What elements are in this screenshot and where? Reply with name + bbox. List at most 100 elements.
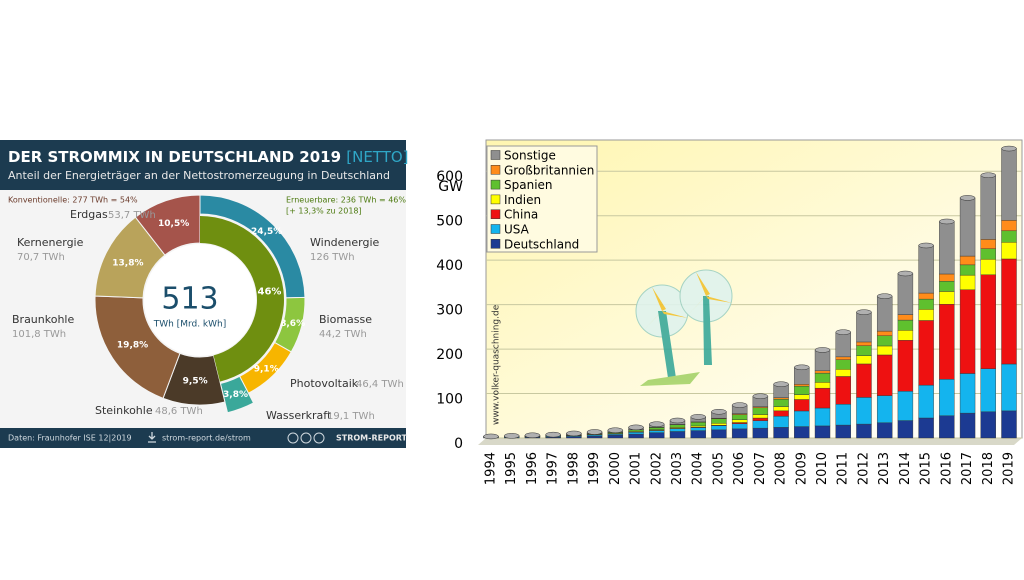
bar-segment — [919, 320, 934, 385]
x-tick-label: 1998 — [566, 452, 581, 485]
bar-segment — [877, 336, 892, 346]
legend-swatch — [491, 180, 500, 189]
bar-cap — [856, 310, 871, 315]
bar-segment — [919, 245, 934, 293]
x-tick-label: 2000 — [608, 452, 623, 485]
bar-segment — [711, 423, 726, 425]
bar-segment — [815, 382, 830, 388]
x-tick-label: 2018 — [981, 452, 996, 485]
x-tick-label: 2007 — [753, 452, 768, 485]
bar-segment — [919, 418, 934, 438]
x-tick-label: 1996 — [525, 452, 540, 485]
footer-url[interactable]: strom-report.de/strom — [162, 434, 251, 443]
bar-segment — [856, 397, 871, 424]
center-label: TWh [Mrd. kWh] — [153, 320, 227, 330]
bar-cap — [484, 434, 499, 439]
bar-segment — [877, 296, 892, 331]
bar-segment — [939, 221, 954, 274]
category-label: Erdgas — [70, 208, 108, 221]
bar-cap — [877, 294, 892, 299]
bar-segment — [753, 421, 768, 428]
legend-label: Deutschland — [504, 237, 579, 251]
x-tick-label: 2014 — [898, 452, 913, 485]
bar-segment — [691, 426, 706, 427]
category-label: Windenergie — [310, 236, 380, 249]
value-label: 13,8% — [112, 259, 143, 269]
bar-segment — [1002, 231, 1017, 242]
bar-cap — [649, 422, 664, 427]
bar-cap — [711, 409, 726, 414]
bar-segment — [815, 373, 830, 382]
bar-segment — [649, 427, 664, 429]
x-tick-label: 2011 — [836, 452, 851, 485]
bar-segment — [856, 312, 871, 342]
bar-segment — [877, 346, 892, 355]
bar-segment — [670, 425, 685, 428]
bar-segment — [960, 290, 975, 374]
title-tag: [NETTO] — [346, 148, 408, 166]
bar-segment — [898, 315, 913, 321]
bar-cap — [504, 433, 519, 438]
x-tick-label: 2017 — [960, 452, 975, 485]
bar-segment — [939, 281, 954, 291]
bar-segment — [898, 330, 913, 340]
bar-segment — [774, 407, 789, 411]
bar-segment — [960, 198, 975, 256]
pie-subtitle: Anteil der Energieträger an der Nettostr… — [8, 169, 390, 182]
x-tick-label: 2001 — [629, 452, 644, 485]
bar-segment — [960, 265, 975, 275]
bar-segment — [981, 239, 996, 248]
legend-label: USA — [504, 223, 530, 237]
bar-cap — [629, 425, 644, 430]
y-tick-label: 200 — [436, 347, 463, 363]
bar-cap — [753, 394, 768, 399]
value-label: 24,5% — [251, 227, 282, 237]
x-tick-label: 2012 — [856, 452, 871, 485]
bar-segment — [794, 427, 809, 438]
legend-label: China — [504, 208, 538, 222]
bar-segment — [732, 415, 747, 420]
bar-segment — [815, 350, 830, 371]
x-tick-label: 1997 — [546, 452, 561, 485]
bar-segment — [981, 249, 996, 259]
title-text: DER STROMMIX IN DEUTSCHLAND 2019 — [8, 148, 341, 166]
annotation: Erneuerbare: 236 TWh = 46% — [286, 196, 406, 205]
legend-label: Indien — [504, 193, 541, 207]
bar-segment — [981, 369, 996, 412]
bar-segment — [877, 355, 892, 396]
bar-segment — [587, 436, 602, 438]
bar-cap — [608, 428, 623, 433]
bar-segment — [919, 385, 934, 418]
bar-segment — [836, 360, 851, 370]
category-label: Photovoltaik — [290, 377, 359, 390]
bar-segment — [1002, 242, 1017, 259]
x-tick-label: 2019 — [1002, 452, 1017, 485]
energy-label: 70,7 TWh — [17, 252, 65, 263]
legend-swatch — [491, 165, 500, 174]
energy-label: 44,2 TWh — [319, 329, 367, 340]
value-label: 9,1% — [254, 364, 279, 374]
bar-segment — [981, 175, 996, 239]
bar-segment — [981, 275, 996, 369]
y-tick-label: 0 — [454, 436, 463, 452]
category-label: Braunkohle — [12, 313, 74, 326]
bar-segment — [670, 429, 685, 432]
bar-segment — [815, 426, 830, 438]
bar-segment — [898, 421, 913, 438]
bar-segment — [898, 273, 913, 314]
bar-segment — [1002, 364, 1017, 411]
floor — [478, 438, 1022, 445]
bar-segment — [774, 427, 789, 438]
category-label: Biomasse — [319, 313, 372, 326]
bar-segment — [649, 433, 664, 438]
bar-segment — [856, 342, 871, 346]
bar-segment — [732, 424, 747, 429]
bar-segment — [856, 364, 871, 397]
value-label: 3,8% — [223, 390, 248, 400]
legend-swatch — [491, 195, 500, 204]
bar-segment — [753, 415, 768, 419]
bar-segment — [794, 399, 809, 410]
x-tick-label: 2013 — [877, 452, 892, 485]
category-label: Steinkohle — [95, 404, 153, 417]
